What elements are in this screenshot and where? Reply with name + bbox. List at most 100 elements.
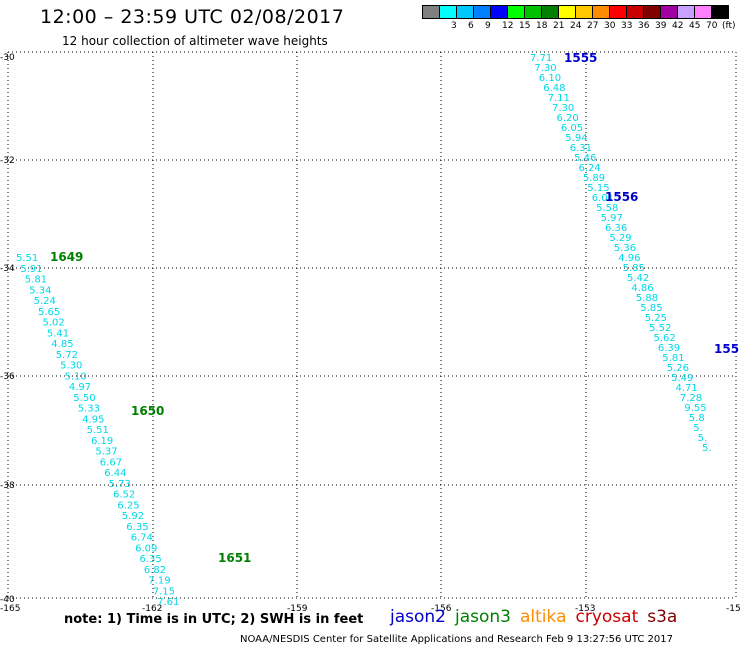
legend-swatch <box>711 5 729 19</box>
wave-height-value: 5.36 <box>614 243 636 254</box>
wave-height-value: 7.30 <box>552 103 574 114</box>
satellite-legend: jason2 jason3 altika cryosat s3a <box>390 607 686 627</box>
wave-height-value: 5.34 <box>29 285 51 296</box>
wave-height-value: 5.72 <box>56 350 78 361</box>
credit-line: NOAA/NESDIS Center for Satellite Applica… <box>240 634 673 645</box>
wave-height-value: 6.48 <box>543 83 565 94</box>
wave-height-value: 4.71 <box>676 383 698 394</box>
legend-label: 24 <box>570 21 582 31</box>
latitude-tick: -38 <box>0 481 15 491</box>
pass-time-label: 1555 <box>564 51 597 65</box>
wave-height-value: 6.01 <box>592 193 614 204</box>
wave-height-value: 5.85 <box>623 263 645 274</box>
satellite-name-cryosat: cryosat <box>575 607 639 627</box>
wave-height-value: 6.82 <box>144 565 166 576</box>
wave-height-value: 4.85 <box>51 339 73 350</box>
footer-note: note: 1) Time is in UTC; 2) SWH is in fe… <box>64 612 364 627</box>
wave-height-value: 5.92 <box>122 511 144 522</box>
wave-height-value: 5.91 <box>20 264 42 275</box>
legend-label: 27 <box>587 21 599 31</box>
legend-label: 12 <box>502 21 514 31</box>
wave-height-value: 5. <box>702 443 712 454</box>
satellite-name-s3a: s3a <box>647 607 678 627</box>
wave-height-value: 7.28 <box>680 393 702 404</box>
wave-height-value: 4.86 <box>631 283 653 294</box>
wave-height-value: 6.35 <box>140 554 162 565</box>
longitude-tick: -153 <box>575 604 595 614</box>
wave-height-value: 6.52 <box>113 490 135 501</box>
longitude-tick: -156 <box>431 604 452 614</box>
wave-height-value: 5.15 <box>587 183 609 194</box>
wave-height-value: 6.74 <box>131 533 153 544</box>
axis-ticks: -165 -162 -159 -156 -153 -15 -30 -32 -34 -36 -38 -4… <box>0 53 740 614</box>
pass-time-labels: 1649 1650 1651 1555 1556 155 <box>50 51 739 565</box>
wave-height-value: 7.15 <box>153 586 175 597</box>
wave-height-value: 6.19 <box>91 436 113 447</box>
longitude-tick: -165 <box>0 604 20 614</box>
wave-height-value: 5.88 <box>636 293 658 304</box>
wave-height-value: 5.97 <box>601 213 623 224</box>
wave-height-value: 5.02 <box>43 318 65 329</box>
wave-height-value: 6.24 <box>579 163 601 174</box>
wave-height-value: 7.30 <box>534 63 556 74</box>
satellite-name-altika: altika <box>520 607 567 627</box>
pass-time-label: 1650 <box>131 404 164 418</box>
wave-height-value: 5.81 <box>662 353 684 364</box>
legend-label: 39 <box>655 21 667 31</box>
legend-label: 18 <box>536 21 548 31</box>
legend-label: 42 <box>672 21 684 31</box>
wave-height-value: 6.44 <box>104 468 126 479</box>
wave-height-value: 6.20 <box>557 113 579 124</box>
wave-height-value: 5. <box>698 433 708 444</box>
legend-unit: (ft) <box>722 21 736 31</box>
wave-height-value: 5.89 <box>583 173 605 184</box>
wave-height-value: 5.65 <box>38 307 60 318</box>
wave-height-value: 4.96 <box>618 253 640 264</box>
wave-height-value: 6.35 <box>126 522 148 533</box>
legend-label: 36 <box>638 21 650 31</box>
satellite-name-jason3: jason3 <box>455 607 511 627</box>
wave-height-value: 5.37 <box>95 447 117 458</box>
legend-label: 30 <box>604 21 616 31</box>
wave-height-values: 5.515.915.815.345.245.655.025.414.855.72… <box>16 53 712 608</box>
color-legend-labels: 3 6 9 12 15 18 21 24 27 30 33 36 39 42 45 70 (ft) <box>422 21 740 35</box>
wave-height-value: 6.36 <box>605 223 627 234</box>
wave-height-value: 5.81 <box>25 275 47 286</box>
wave-height-value: 5.8 <box>689 413 705 424</box>
wave-height-value: 6.67 <box>100 457 122 468</box>
latitude-tick: -30 <box>0 53 15 63</box>
wave-height-value: 5.51 <box>87 425 109 436</box>
pass-time-label: 1556 <box>605 190 638 204</box>
legend-label: 21 <box>553 21 565 31</box>
wave-height-value: 5.46 <box>574 153 596 164</box>
legend-label: 70 <box>706 21 718 31</box>
pass-time-label: 1649 <box>50 250 83 264</box>
wave-height-value: 6.09 <box>135 543 157 554</box>
latitude-tick: -32 <box>0 156 15 166</box>
wave-height-value: 5.58 <box>596 203 618 214</box>
wave-height-value: 5.33 <box>78 404 100 415</box>
legend-label: 3 <box>451 21 457 31</box>
wave-height-value: 5.49 <box>671 373 693 384</box>
wave-height-value: 7.61 <box>157 597 179 608</box>
wave-height-value: 6.31 <box>570 143 592 154</box>
map-grid <box>7 51 737 599</box>
wave-height-value: 6.05 <box>561 123 583 134</box>
wave-height-value: 5.42 <box>627 273 649 284</box>
wave-height-value: 5.25 <box>645 313 667 324</box>
longitude-tick: -159 <box>287 604 308 614</box>
legend-label: 45 <box>689 21 701 31</box>
longitude-tick: -15 <box>726 604 740 614</box>
wave-height-value: 5.24 <box>34 296 56 307</box>
legend-label: 6 <box>468 21 474 31</box>
pass-time-label: 1651 <box>218 551 251 565</box>
wave-height-value: 5.85 <box>640 303 662 314</box>
wave-height-value: 5.52 <box>649 323 671 334</box>
wave-height-value: 4.95 <box>82 414 104 425</box>
wave-height-value: 5.73 <box>109 479 131 490</box>
map-title: 12:00 – 23:59 UTC 02/08/2017 <box>40 6 345 28</box>
pass-time-label: 155 <box>714 342 739 356</box>
legend-label: 33 <box>621 21 633 31</box>
wave-height-value: 5.10 <box>65 371 87 382</box>
satellite-name-jason2: jason2 <box>390 607 446 627</box>
